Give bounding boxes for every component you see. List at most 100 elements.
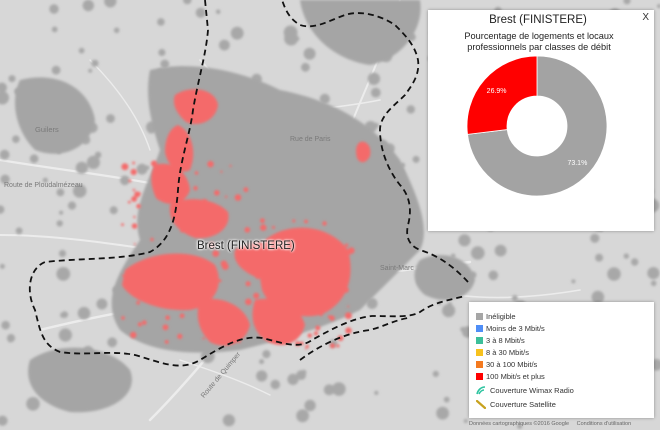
fiber-dot <box>319 252 326 259</box>
urban-dot <box>0 82 7 93</box>
legend-swatch <box>476 325 483 332</box>
legend-satellite[interactable]: Couverture Satellite <box>476 400 556 409</box>
legend-item: 8 à 30 Mbit/s <box>476 348 529 357</box>
city-label[interactable]: Brest (FINISTERE) <box>197 240 295 252</box>
urban-dot <box>591 290 605 304</box>
urban-dot <box>120 175 130 186</box>
attribution-data: Données cartographiques ©2016 Google <box>469 421 570 427</box>
fiber-dot <box>305 266 309 270</box>
fiber-dot <box>307 333 312 338</box>
urban-dot <box>59 210 64 215</box>
fiber-dot <box>243 187 249 193</box>
urban-dot <box>256 370 268 382</box>
urban-dot <box>296 409 309 423</box>
fiber-dot <box>121 316 125 320</box>
urban-dot <box>56 188 65 197</box>
pie-slice-0[interactable] <box>467 55 608 197</box>
legend-item: 30 à 100 Mbit/s <box>476 360 537 369</box>
fiber-dot <box>330 295 334 299</box>
fiber-dot <box>132 188 136 192</box>
fiber-dot <box>253 292 260 299</box>
legend-wimax-label: Couverture Wimax Radio <box>490 386 574 395</box>
fiber-dot <box>341 274 345 278</box>
fiber-dot <box>319 282 324 288</box>
urban-dot <box>259 359 265 365</box>
urban-dot <box>158 48 166 57</box>
legend-swatch <box>476 313 483 320</box>
urban-dot <box>26 397 40 411</box>
fiber-dot <box>329 270 334 275</box>
fiber-dot <box>319 310 324 315</box>
legend-item: 100 Mbit/s et plus <box>476 372 545 381</box>
legend-wimax[interactable]: Couverture Wimax Radio <box>476 386 574 395</box>
place-label-saint-marc: Saint-Marc <box>380 265 414 272</box>
urban-dot <box>373 122 379 129</box>
urban-dot <box>0 415 8 426</box>
fiber-dot <box>322 221 327 226</box>
urban-dot <box>91 59 99 67</box>
fiber-dot <box>260 218 265 224</box>
fiber-dot <box>321 299 327 305</box>
fiber-dot <box>234 194 242 201</box>
urban-dot <box>631 258 639 266</box>
urban-dot <box>406 105 415 114</box>
fiber-dot <box>283 262 288 267</box>
map-legend: Inéligible Moins de 3 Mbit/s 3 à 8 Mbit/… <box>469 302 654 418</box>
fiber-dot <box>128 179 132 183</box>
fiber-dot <box>137 192 141 196</box>
legend-swatch <box>476 337 483 344</box>
fiber-dot <box>330 343 335 349</box>
attribution-terms[interactable]: Conditions d'utilisation <box>576 421 632 427</box>
urban-dot <box>301 62 310 72</box>
fiber-dot <box>207 160 214 168</box>
fiber-dot <box>219 333 223 336</box>
fiber-dot <box>194 171 199 175</box>
popup-title: Brest (FINISTERE) <box>489 14 587 26</box>
urban-dot <box>15 227 23 235</box>
close-button[interactable]: X <box>642 12 649 23</box>
fiber-dot <box>272 259 276 262</box>
fiber-dot <box>316 296 322 302</box>
fiber-dot <box>229 164 232 167</box>
fiber-dot <box>130 331 137 339</box>
place-label-guilers: Guilers <box>35 125 59 134</box>
urban-dot <box>595 253 604 262</box>
fiber-dot <box>344 243 349 247</box>
fiber-dot <box>127 200 131 204</box>
fiber-dot <box>142 320 147 325</box>
urban-dot <box>471 246 485 260</box>
urban-dot <box>8 75 16 83</box>
fiber-dot <box>214 190 220 196</box>
fiber-dot <box>327 315 331 319</box>
fiber-dot <box>223 304 227 308</box>
fiber-dot <box>244 227 251 233</box>
legend-swatch <box>476 349 483 356</box>
urban-dot <box>145 165 150 170</box>
urban-dot <box>61 311 69 318</box>
fiber-dot <box>260 224 267 231</box>
urban-dot <box>283 25 298 40</box>
urban-dot <box>0 205 5 214</box>
urban-dot <box>147 125 155 134</box>
fiber-dot <box>143 281 147 285</box>
satellite-icon <box>476 400 486 409</box>
fiber-dot <box>164 340 169 344</box>
pie-slice-1[interactable] <box>466 55 538 135</box>
fiber-dot <box>345 249 352 256</box>
fiber-dot <box>150 237 154 242</box>
urban-dot <box>219 39 230 51</box>
fiber-dot <box>219 306 222 310</box>
legend-satellite-label: Couverture Satellite <box>490 400 556 409</box>
fiber-dot <box>329 279 334 285</box>
fiber-dot <box>262 279 269 287</box>
legend-label: 30 à 100 Mbit/s <box>486 360 538 369</box>
pie-slice-label-1: 26.9% <box>487 88 507 95</box>
urban-dot <box>56 220 63 227</box>
urban-dot <box>106 114 115 123</box>
fiber-dot <box>224 195 228 198</box>
fiber-dot <box>336 344 340 348</box>
fiber-dot <box>122 274 125 278</box>
fiber-dot <box>136 300 141 305</box>
fiber-dot <box>121 223 124 227</box>
urban-dot <box>96 298 108 310</box>
